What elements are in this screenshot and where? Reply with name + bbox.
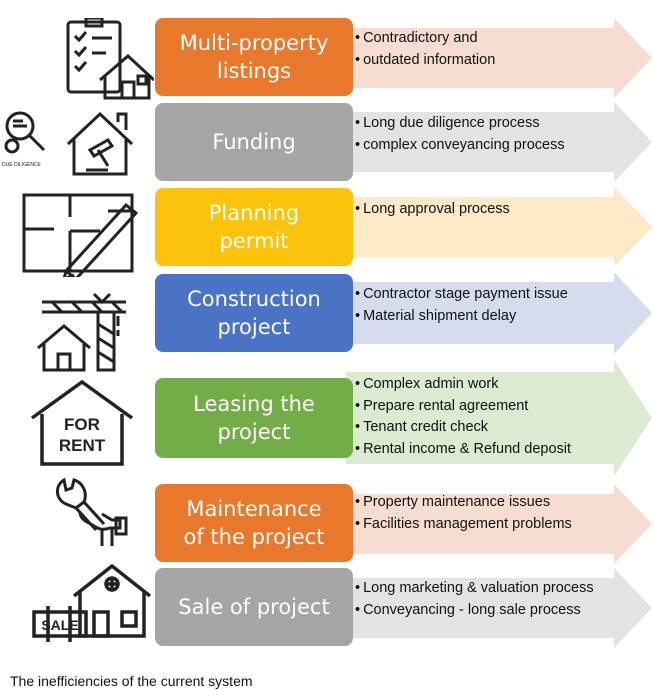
stage-bullets: Contradictory andoutdated information — [355, 28, 495, 71]
stage-bullet-item: Contractor stage payment issue — [355, 284, 568, 306]
stage-bullet-item: complex conveyancing process — [355, 135, 565, 157]
due-diligence-label: DUE DILIGENCE — [2, 162, 42, 168]
stage-row-funding: Funding Long due diligence processcomple… — [0, 102, 654, 182]
sale-sign-house-icon: SALE — [32, 563, 152, 642]
stage-row-sale: Sale of project Long marketing & valuati… — [0, 563, 654, 648]
stage-row-maintenance: Maintenance of the project Property main… — [0, 477, 654, 564]
stage-bullet-item: Long approval process — [355, 199, 510, 221]
stage-bullets: Property maintenance issuesFacilities ma… — [355, 492, 572, 535]
wrench-hand-icon — [56, 477, 128, 546]
stage-title-box: Funding — [155, 103, 353, 181]
stage-row-leasing: Leasing the project Complex admin workPr… — [0, 360, 654, 476]
stage-bullet-item: Long due diligence process — [355, 113, 565, 135]
stage-bullet-item: Long marketing & valuation process — [355, 578, 594, 600]
for-rent-label-line2: RENT — [59, 436, 106, 455]
stage-title-box: Construction project — [155, 274, 353, 352]
stage-title-box: Planning permit — [155, 188, 353, 266]
due-diligence-house-gavel-icon: DUE DILIGENCE — [2, 111, 134, 176]
stage-bullets: Long due diligence processcomplex convey… — [355, 113, 565, 156]
stage-bullet-item: Material shipment delay — [355, 306, 568, 328]
stage-bullets: Long marketing & valuation processConvey… — [355, 578, 594, 621]
for-rent-house-icon: FOR RENT — [30, 379, 134, 466]
stage-bullets: Complex admin workPrepare rental agreeme… — [355, 374, 571, 460]
floor-plan-pencil-icon — [22, 193, 139, 277]
checklist-house-icon — [66, 18, 154, 100]
stage-bullets: Contractor stage payment issueMaterial s… — [355, 284, 568, 327]
stage-row-planning: Planning permit Long approval process — [0, 187, 654, 277]
stage-bullet-item: Complex admin work — [355, 374, 571, 396]
stage-bullet-item: Tenant credit check — [355, 417, 571, 439]
stage-bullets: Long approval process — [355, 199, 510, 221]
stage-title-box: Leasing the project — [155, 378, 353, 458]
stage-bullet-item: Contradictory and — [355, 28, 495, 50]
stage-title-box: Maintenance of the project — [155, 484, 353, 562]
stage-bullet-item: Conveyancing - long sale process — [355, 600, 594, 622]
stage-row-listings: Multi-property listings Contradictory an… — [0, 18, 654, 100]
for-rent-label-line1: FOR — [64, 415, 100, 434]
crane-house-icon — [37, 292, 126, 372]
stage-title-box: Sale of project — [155, 568, 353, 646]
stage-bullet-item: Rental income & Refund deposit — [355, 439, 571, 461]
stage-row-construction: Construction project Contractor stage pa… — [0, 272, 654, 372]
stage-bullet-item: Property maintenance issues — [355, 492, 572, 514]
stage-bullet-item: outdated information — [355, 50, 495, 72]
stage-bullet-item: Prepare rental agreement — [355, 396, 571, 418]
stage-bullet-item: Facilities management problems — [355, 514, 572, 536]
figure-caption: The inefficiencies of the current system — [10, 673, 253, 689]
stage-title-box: Multi-property listings — [155, 18, 353, 96]
sale-sign-label: SALE — [41, 617, 78, 633]
